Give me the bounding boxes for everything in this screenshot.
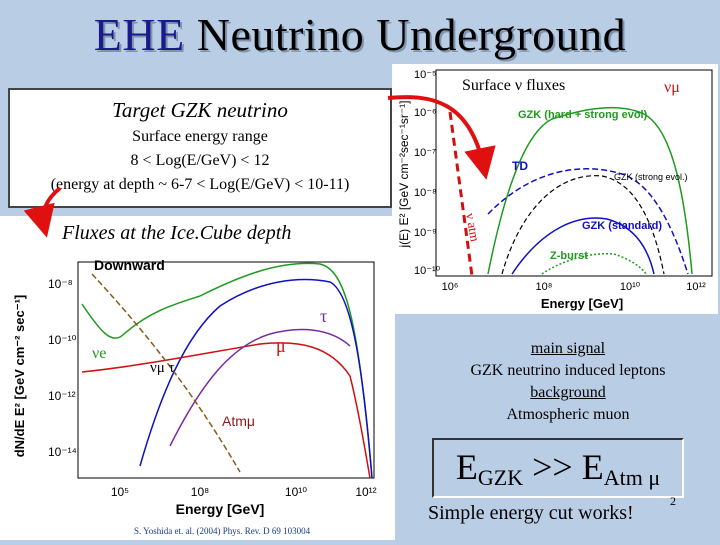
curve-mu [81,342,371,479]
icecube-x-tick-label: 10⁵ [111,485,129,499]
label-nu-atm: ν atm [463,212,483,243]
formula-op: >> [523,447,582,487]
label-td: TD [512,159,528,173]
conclusion-text: Simple energy cut works! [428,502,634,524]
icecube-x-tick-label: 10⁸ [191,485,209,499]
label-tau: τ [320,306,327,326]
surface-x-tick-label: 10¹⁰ [620,281,641,293]
curve-td [487,168,689,275]
label-downward: Downward [94,257,165,273]
label-mu: μ [276,336,286,356]
background-heading: background [530,384,606,401]
icecube-ylabel: dN/dE E² [GeV cm⁻² sec⁻¹] [12,295,27,458]
icecube-x-tick-label: 10¹⁰ [285,485,307,499]
icecube-y-tick-label: 10⁻¹⁰ [48,333,77,347]
icecube-flux-chart: 10⁻⁸ 10⁻¹⁰ 10⁻¹² 10⁻¹⁴ 10⁵ 10⁸ 10¹⁰ 10¹² dN/dE… [0,216,395,540]
icecube-flux-svg: 10⁻⁸ 10⁻¹⁰ 10⁻¹² 10⁻¹⁴ 10⁵ 10⁸ 10¹⁰ 10¹² dN/dE… [12,257,377,536]
curve-atm-mu [91,273,241,473]
icecube-x-tick-label: 10¹² [355,485,376,499]
curve-nu-atm [448,111,474,277]
signal-text: main signal GZK neutrino induced leptons… [420,338,716,426]
surface-xlabel: Energy [GeV] [541,296,623,311]
title-rest: Neutrino Underground [196,9,627,60]
target-line-3: (energy at depth ~ 6-7 < Log(E/GeV) < 10… [50,176,350,193]
target-box: Target GZK neutrino Surface energy range… [8,88,392,208]
curve-nu-mu-tau [139,278,373,479]
surface-y-tick-label: 10⁻⁹ [414,227,437,239]
target-line-1: Surface energy range [132,128,268,145]
title-ehe: EHE [93,9,185,60]
citation: S. Yoshida et. al. (2004) Phys. Rev. D 6… [134,526,311,536]
surface-y-tick-label: 10⁻⁷ [414,147,436,159]
label-nu-mu-tau: νμ τ [150,360,175,376]
label-gzk-strong: GZK (strong evol.) [614,172,688,182]
surface-x-tick-label: 10⁶ [442,281,459,293]
curve-z-burst [541,252,647,275]
icecube-y-tick-label: 10⁻⁸ [48,277,73,291]
label-z-burst: Z-burst [550,250,588,262]
surface-y-tick-label: 10⁻⁵ [414,69,437,81]
formula-sub-gzk: GZK [477,465,524,490]
icecube-y-tick-label: 10⁻¹² [48,389,76,403]
formula-e1: E [455,447,478,487]
surface-x-tick-label: 10¹² [686,281,706,293]
curve-tau [169,328,351,447]
surface-plot-frame [435,69,713,277]
surface-x-tick-label: 10⁸ [536,281,553,293]
gzk-leptons-text: GZK neutrino induced leptons [470,362,666,379]
energy-formula: EGZK >> EAtm μ [434,446,682,491]
page-title: EHE Neutrino Underground [0,8,720,61]
surface-flavor: νμ [664,79,680,96]
main-signal-heading: main signal [530,340,606,357]
icecube-title: Fluxes at the Ice.Cube depth [62,222,292,244]
atm-muon-text: Atmospheric muon [506,406,630,423]
surface-y-tick-label: 10⁻⁸ [414,187,437,199]
surface-flux-svg: 10⁻⁵ 10⁻⁶ 10⁻⁷ 10⁻⁸ 10⁻⁹ 10⁻¹⁰ 10⁶ 10⁸ 10¹⁰ 10¹²… [397,69,713,311]
formula-box: EGZK >> EAtm μ [432,438,684,498]
surface-flux-chart: 10⁻⁵ 10⁻⁶ 10⁻⁷ 10⁻⁸ 10⁻⁹ 10⁻¹⁰ 10⁶ 10⁸ 10¹⁰ 10¹²… [392,64,718,314]
label-gzk-hard: GZK (hard + strong evol) [518,109,648,121]
formula-e2: E [581,447,604,487]
surface-y-tick-label: 10⁻¹⁰ [414,265,441,277]
target-title: Target GZK neutrino [112,98,288,122]
curve-nu-e [81,262,373,479]
curve-gzk-strong [501,175,665,275]
surface-ylabel: j(E) E² [GeV cm⁻²sec⁻¹sr⁻¹] [397,101,411,249]
surface-title: Surface ν fluxes [462,77,565,94]
curve-gzk-hard [487,106,693,275]
page-number: 2 [670,494,676,508]
surface-y-tick-label: 10⁻⁶ [414,107,437,119]
target-line-2: 8 < Log(E/GeV) < 12 [130,152,270,169]
label-gzk-standard: GZK (standard) [582,220,662,232]
icecube-y-tick-label: 10⁻¹⁴ [48,445,77,459]
formula-sub-atm: Atm μ [603,465,661,490]
icecube-xlabel: Energy [GeV] [176,501,265,517]
curve-gzk-standard [511,217,655,275]
label-nu-e: νe [92,345,106,362]
icecube-plot-frame [77,261,375,479]
label-atm-mu: Atmμ [222,413,255,429]
